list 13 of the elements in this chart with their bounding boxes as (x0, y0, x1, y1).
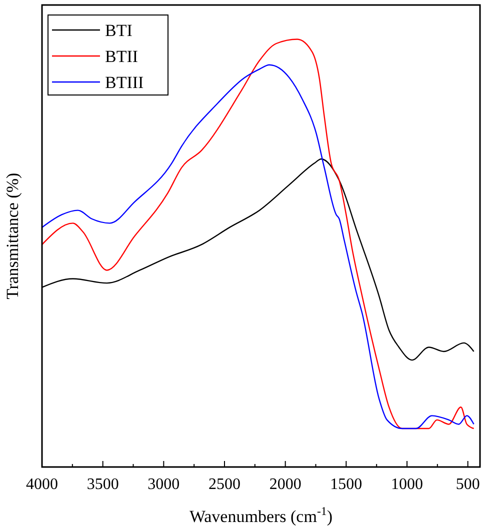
x-tick-label: 2500 (208, 476, 240, 493)
legend-label: BTII (105, 47, 138, 66)
x-tick-label: 2000 (269, 476, 302, 493)
x-tick-label: 4000 (26, 476, 58, 493)
legend-label: BTIII (105, 73, 144, 92)
x-tick-label: 1000 (391, 476, 423, 493)
y-axis-title: Transmittance (%) (3, 172, 22, 300)
x-tick-label: 1500 (330, 476, 362, 493)
legend-label: BTI (105, 21, 133, 40)
x-axis-title: Wavenumbers (cm$^{-1}$) (189, 504, 333, 526)
x-tick-label: 500 (456, 476, 480, 493)
x-tick-label: 3500 (86, 476, 119, 493)
x-tick-label: 3000 (148, 476, 180, 493)
